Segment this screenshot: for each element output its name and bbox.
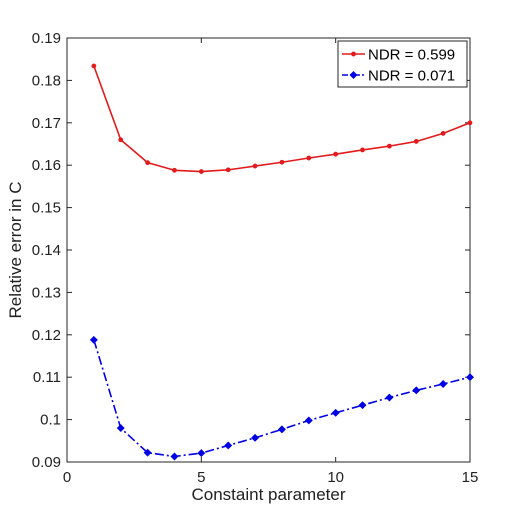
data-point xyxy=(439,380,448,388)
data-point xyxy=(440,130,446,136)
y-tick-label: 0.19 xyxy=(32,30,61,47)
legend-label: NDR = 0.599 xyxy=(368,47,455,64)
y-tick-label: 0.09 xyxy=(32,454,61,471)
data-point xyxy=(277,425,286,434)
data-point xyxy=(116,424,125,433)
data-point xyxy=(224,441,233,450)
series-layer xyxy=(89,63,474,461)
data-point xyxy=(197,449,206,458)
data-point xyxy=(386,143,392,149)
data-point xyxy=(252,163,258,169)
data-point xyxy=(412,386,421,395)
data-point xyxy=(91,63,97,69)
axes: 0 5 10 15 0.09 0.1 0.11 0.12 0.13 0.14 0.15 0.16 0.1… xyxy=(32,30,479,486)
legend: NDR = 0.599 NDR = 0.071 xyxy=(337,40,468,88)
series-line xyxy=(93,339,471,458)
y-axis-label: Relative error in C xyxy=(6,182,25,319)
y-tick-label: 0.16 xyxy=(32,157,61,174)
x-tick-label: 15 xyxy=(462,469,479,486)
x-axis-label: Constaint parameter xyxy=(191,485,345,504)
y-tick-label: 0.15 xyxy=(32,200,61,217)
y-tick-label: 0.11 xyxy=(33,369,61,386)
data-point xyxy=(225,167,231,173)
plot-frame xyxy=(66,37,471,463)
data-point xyxy=(89,335,98,344)
legend-box xyxy=(337,40,468,88)
y-tick-label: 0.12 xyxy=(32,327,61,344)
data-point xyxy=(145,160,150,166)
y-tick-label: 0.14 xyxy=(32,242,61,259)
legend-entry: NDR = 0.071 xyxy=(342,68,455,85)
y-tick-label: 0.18 xyxy=(32,72,61,89)
series-2 xyxy=(89,335,474,461)
data-point xyxy=(413,139,419,144)
legend-marker xyxy=(351,51,356,57)
data-point xyxy=(466,373,474,382)
x-tick-label: 10 xyxy=(327,469,344,486)
data-point xyxy=(304,416,313,425)
data-point xyxy=(172,167,177,173)
y-tick-label: 0.17 xyxy=(32,115,61,132)
data-point xyxy=(467,120,473,126)
data-point xyxy=(333,151,339,157)
y-tick-label: 0.1 xyxy=(40,412,61,429)
data-point xyxy=(331,408,340,417)
y-tick-label: 0.13 xyxy=(32,284,61,301)
data-point xyxy=(360,147,365,153)
data-point xyxy=(198,169,204,174)
data-point xyxy=(385,393,394,402)
data-point xyxy=(358,401,367,410)
data-point xyxy=(306,155,312,161)
x-tick-label: 0 xyxy=(63,469,71,486)
data-point xyxy=(143,448,152,457)
data-point xyxy=(251,433,260,442)
legend-marker xyxy=(349,71,358,79)
data-point xyxy=(170,452,179,461)
legend-label: NDR = 0.071 xyxy=(368,68,455,85)
data-point xyxy=(279,159,285,165)
data-point xyxy=(118,137,124,143)
x-tick-label: 5 xyxy=(197,469,205,486)
legend-entry: NDR = 0.599 xyxy=(342,47,455,64)
series-1 xyxy=(91,63,473,174)
